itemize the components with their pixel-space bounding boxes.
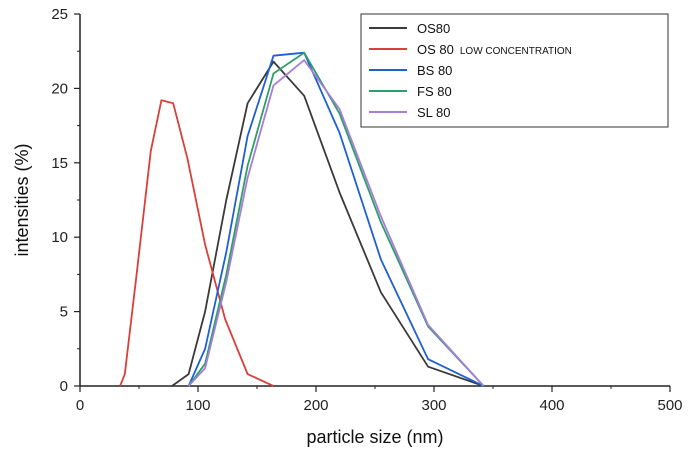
series-line-4 bbox=[187, 51, 485, 387]
legend-box bbox=[360, 13, 669, 128]
y-axis-ticks: 0 5 10 15 20 25 bbox=[51, 6, 80, 395]
legend: OS80 OS 80 LOW CONCENTRATION BS 80 FS 80 SL 8… bbox=[360, 13, 669, 128]
legend-label-3: BS 80 bbox=[417, 63, 452, 78]
y-tick-label: 25 bbox=[51, 6, 68, 23]
series-line-3 bbox=[187, 51, 484, 387]
x-tick-label: 0 bbox=[76, 397, 84, 414]
series-line-2 bbox=[119, 99, 274, 387]
series-line-5 bbox=[187, 59, 485, 387]
y-tick-label: 15 bbox=[51, 155, 68, 172]
y-tick-label: 10 bbox=[51, 229, 68, 246]
x-tick-label: 100 bbox=[185, 397, 210, 414]
x-tick-label: 500 bbox=[657, 397, 682, 414]
legend-items: OS80 OS 80 LOW CONCENTRATION BS 80 FS 80 SL 8… bbox=[369, 21, 572, 120]
x-axis-title: particle size (nm) bbox=[306, 427, 443, 447]
legend-label-1: OS80 bbox=[417, 21, 450, 36]
series-lines bbox=[119, 51, 485, 387]
legend-label-4: FS 80 bbox=[417, 84, 452, 99]
x-tick-label: 300 bbox=[421, 397, 446, 414]
legend-label-2: OS 80 LOW CONCENTRATION bbox=[417, 42, 572, 57]
y-tick-label: 0 bbox=[60, 378, 68, 395]
x-axis-ticks: 0 100 200 300 400 500 bbox=[76, 386, 683, 414]
series-line-1 bbox=[171, 60, 484, 387]
x-tick-label: 200 bbox=[303, 397, 328, 414]
y-tick-label: 20 bbox=[51, 80, 68, 97]
y-tick-label: 5 bbox=[60, 304, 68, 321]
plot-area: 0 100 200 300 400 500 0 5 10 15 20 25 bbox=[51, 6, 682, 414]
x-tick-label: 400 bbox=[539, 397, 564, 414]
y-axis-title: intensities (%) bbox=[12, 143, 32, 256]
legend-label-5: SL 80 bbox=[417, 105, 451, 120]
